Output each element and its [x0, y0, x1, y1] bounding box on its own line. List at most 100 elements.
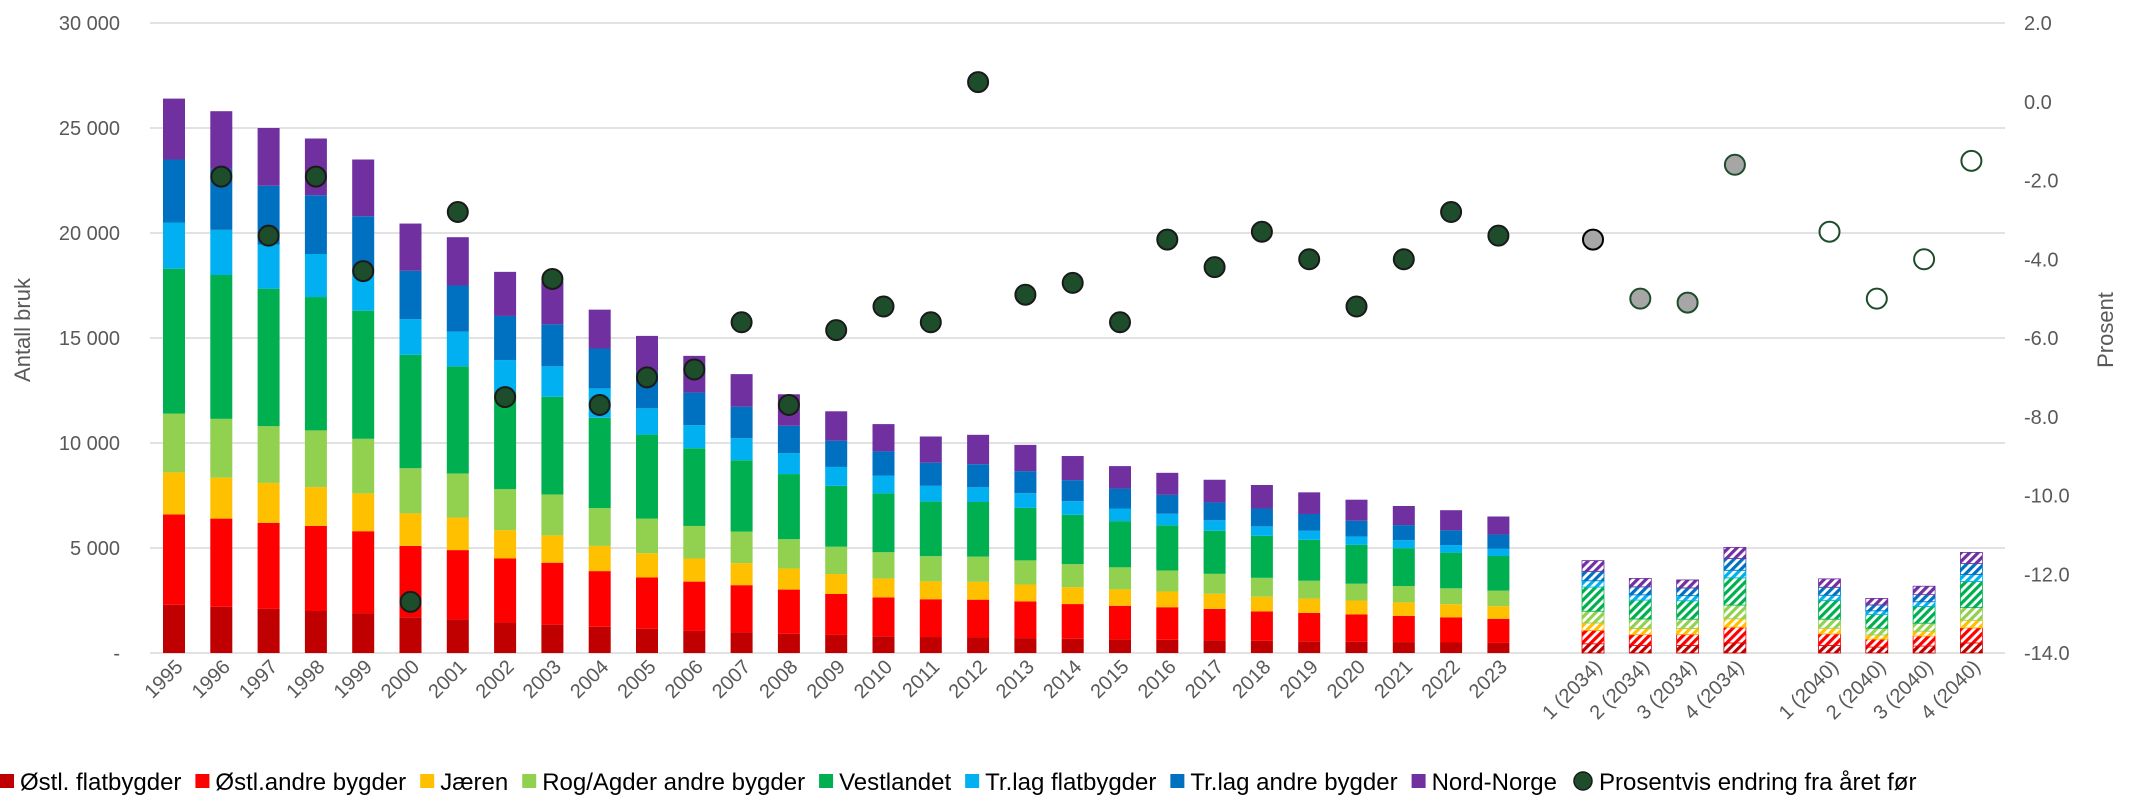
- bar-segment: [352, 439, 374, 494]
- bar-segment: [825, 467, 847, 486]
- bar-segment: [920, 556, 942, 581]
- bar-segment: [778, 474, 800, 539]
- bar-segment: [1629, 595, 1651, 600]
- bar-segment: [683, 582, 705, 631]
- bar-segment: [825, 574, 847, 594]
- bar-segment: [778, 453, 800, 474]
- bar-segment: [163, 514, 185, 604]
- bar-segment: [1582, 644, 1604, 653]
- bar-segment: [400, 271, 422, 319]
- bar-segment: [967, 637, 989, 653]
- change-point: [1157, 230, 1177, 250]
- change-point: [1063, 273, 1083, 293]
- bar-segment: [778, 634, 800, 653]
- bar-segment: [873, 424, 895, 451]
- bar-segment: [1960, 608, 1982, 621]
- bar-segment: [1014, 585, 1036, 602]
- change-point: [542, 269, 562, 289]
- bar-segment: [1677, 634, 1699, 645]
- change-point: [1961, 151, 1981, 171]
- change-point: [1299, 249, 1319, 269]
- y2-tick-label: -8.0: [2024, 407, 2058, 429]
- bar-segment: [1298, 599, 1320, 613]
- x-tick-label: 1995: [141, 656, 188, 703]
- bar-segment: [447, 332, 469, 367]
- legend-item: Jæren: [420, 769, 508, 796]
- bar-segment: [589, 418, 611, 508]
- bar-segment: [1960, 581, 1982, 607]
- bar-segment: [494, 623, 516, 653]
- bar-segment: [447, 473, 469, 517]
- bar-segment: [1109, 589, 1131, 605]
- bar-segment: [1204, 574, 1226, 594]
- bar-segment: [1819, 579, 1841, 587]
- bar-segment: [1156, 514, 1178, 526]
- y-axis-title: Antall bruk: [10, 277, 35, 382]
- bar-segment: [400, 513, 422, 546]
- change-point: [1867, 289, 1887, 309]
- bar-segment: [1677, 588, 1699, 596]
- legend-label: Rog/Agder andre bygder: [542, 769, 805, 796]
- x-tick-label: 1996: [188, 656, 235, 703]
- bar-segment: [163, 160, 185, 223]
- change-point: [495, 387, 515, 407]
- bar-segment: [1156, 570, 1178, 591]
- bar-segment: [778, 590, 800, 634]
- x-tick-label: 1997: [235, 656, 282, 703]
- x-tick-label: 2022: [1418, 656, 1465, 703]
- x-tick-label: 2014: [1039, 656, 1086, 703]
- bar-segment: [1204, 594, 1226, 609]
- x-tick-label: 2021: [1370, 656, 1417, 703]
- bar-segment: [1582, 581, 1604, 587]
- bar-segment: [1109, 466, 1131, 488]
- bar-segment: [210, 607, 232, 653]
- legend-item: Tr.lag andre bygder: [1170, 769, 1397, 796]
- change-point: [968, 72, 988, 92]
- change-point: [448, 202, 468, 222]
- bar-segment: [1346, 584, 1368, 601]
- bar-segment: [589, 508, 611, 546]
- bar-segment: [541, 324, 563, 366]
- bar-segment: [352, 493, 374, 531]
- bar-segment: [1724, 619, 1746, 627]
- bar-segment: [163, 605, 185, 653]
- bar-segment: [967, 582, 989, 600]
- bar-segment: [210, 111, 232, 169]
- x-tick-label: 2016: [1134, 656, 1181, 703]
- bar-segment: [967, 435, 989, 464]
- bar-segment: [258, 609, 280, 653]
- bar-segment: [305, 487, 327, 526]
- bar-segment: [1582, 561, 1604, 572]
- legend-item: Østl.andre bygder: [195, 769, 406, 796]
- bar-segment: [920, 581, 942, 599]
- bar-segment: [305, 254, 327, 297]
- bar-segment: [541, 535, 563, 562]
- bar-segment: [825, 486, 847, 547]
- bar-segment: [400, 617, 422, 653]
- bar-segment: [683, 631, 705, 653]
- bar-segment: [1014, 601, 1036, 638]
- bar-segment: [1819, 634, 1841, 646]
- bar-segment: [1156, 591, 1178, 607]
- change-point: [1252, 222, 1272, 242]
- bar-segment: [825, 441, 847, 467]
- bar-segment: [1629, 587, 1651, 595]
- x-tick-label: 1998: [282, 656, 329, 703]
- legend-swatch: [195, 774, 209, 788]
- bar-segment: [1393, 548, 1415, 586]
- bars: [163, 99, 1982, 653]
- x-tick-label: 2013: [992, 656, 1039, 703]
- bar-segment: [683, 526, 705, 559]
- change-point: [1725, 155, 1745, 175]
- bar-segment: [1819, 619, 1841, 628]
- bar-segment: [873, 597, 895, 636]
- bar-segment: [1629, 619, 1651, 628]
- bar-segment: [683, 425, 705, 448]
- bar-segment: [1487, 556, 1509, 591]
- x-tick-label: 2019: [1276, 656, 1323, 703]
- y2-tick-label: -4.0: [2024, 249, 2058, 271]
- bar-segment: [1062, 587, 1084, 604]
- bar-segment: [447, 518, 469, 551]
- bar-segment: [1346, 601, 1368, 615]
